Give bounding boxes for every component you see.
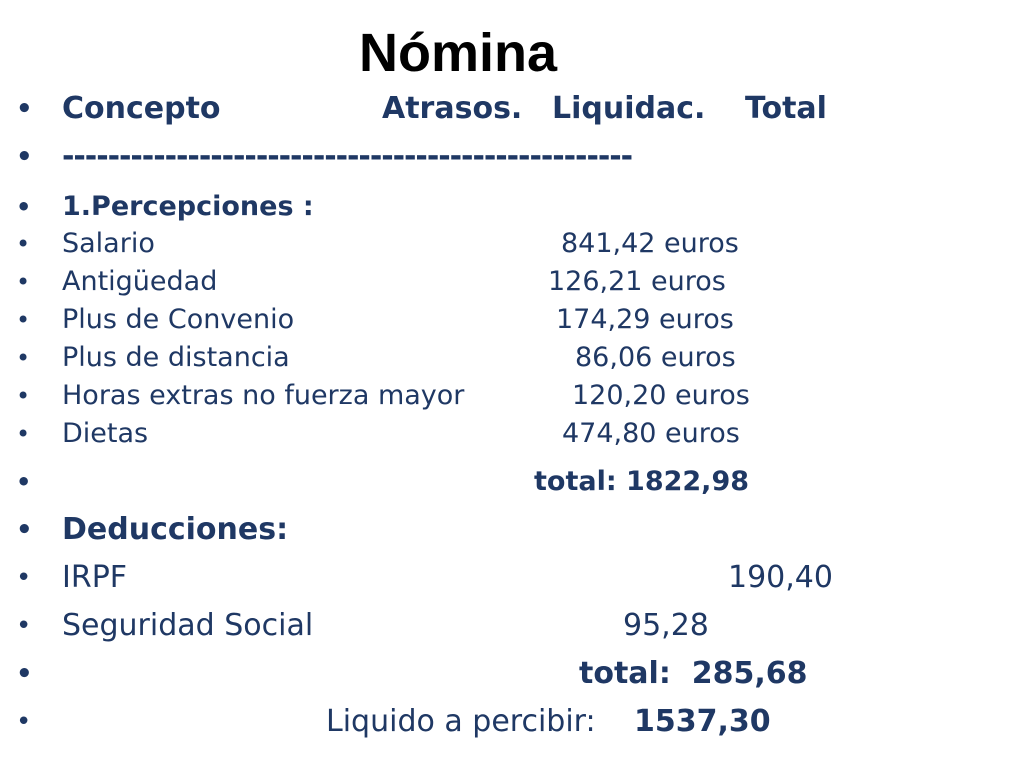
liquido-row: • Liquido a percibir: 1537,30 bbox=[0, 703, 1024, 741]
bullet: • bbox=[16, 344, 31, 372]
deduccion-concept: Seguridad Social bbox=[62, 608, 314, 643]
bullet: • bbox=[16, 563, 32, 593]
deducciones-total: total: 285,68 bbox=[579, 656, 808, 691]
percepcion-row-plus-distancia: • Plus de distancia 86,06 euros bbox=[0, 341, 1024, 375]
percepcion-concept: Antigüedad bbox=[62, 266, 218, 297]
percepcion-concept: Salario bbox=[62, 228, 155, 259]
liquido-value: 1537,30 bbox=[634, 704, 771, 739]
percepciones-heading: 1.Percepciones : bbox=[62, 191, 314, 222]
percepcion-amount: 174,29 euros bbox=[556, 304, 734, 335]
percepcion-amount: 474,80 euros bbox=[562, 418, 740, 449]
percepciones-total: total: 1822,98 bbox=[534, 466, 750, 497]
percepcion-row-plus-convenio: • Plus de Convenio 174,29 euros bbox=[0, 303, 1024, 337]
percepciones-total-row: • total: 1822,98 bbox=[0, 465, 1024, 499]
header-liquidac: Liquidac. bbox=[552, 91, 706, 126]
percepcion-row-salario: • Salario 841,42 euros bbox=[0, 227, 1024, 261]
percepcion-amount: 841,42 euros bbox=[561, 228, 739, 259]
separator-dashes: ----------------------------------------… bbox=[62, 139, 633, 174]
bullet: • bbox=[16, 420, 31, 448]
bullet: • bbox=[16, 515, 33, 545]
deducciones-total-row: • total: 285,68 bbox=[0, 655, 1024, 693]
percepcion-concept: Plus de Convenio bbox=[62, 304, 295, 335]
bullet: • bbox=[16, 659, 33, 689]
percepcion-concept: Plus de distancia bbox=[62, 342, 290, 373]
separator-row: • --------------------------------------… bbox=[0, 138, 1024, 176]
bullet: • bbox=[16, 193, 32, 221]
deducciones-heading: Deducciones: bbox=[62, 512, 289, 547]
header-atrasos: Atrasos. bbox=[382, 91, 523, 126]
deduccion-row-irpf: • IRPF 190,40 bbox=[0, 559, 1024, 597]
deduccion-row-seguridad-social: • Seguridad Social 95,28 bbox=[0, 607, 1024, 645]
percepcion-concept: Horas extras no fuerza mayor bbox=[62, 380, 465, 411]
percepcion-row-horas-extras: • Horas extras no fuerza mayor 120,20 eu… bbox=[0, 379, 1024, 413]
liquido-label: Liquido a percibir: bbox=[326, 704, 596, 739]
percepcion-amount: 120,20 euros bbox=[572, 380, 750, 411]
deduccion-amount: 190,40 bbox=[728, 560, 833, 595]
percepciones-heading-row: • 1.Percepciones : bbox=[0, 190, 1024, 224]
bullet: • bbox=[16, 306, 31, 334]
bullet: • bbox=[16, 707, 32, 737]
header-concepto: Concepto bbox=[62, 91, 221, 126]
bullet: • bbox=[16, 268, 31, 296]
bullet: • bbox=[16, 142, 33, 172]
deduccion-concept: IRPF bbox=[62, 560, 128, 595]
deduccion-amount: 95,28 bbox=[623, 608, 709, 643]
percepcion-amount: 126,21 euros bbox=[548, 266, 726, 297]
page-title: Nómina bbox=[359, 23, 558, 83]
deducciones-heading-row: • Deducciones: bbox=[0, 511, 1024, 549]
percepcion-concept: Dietas bbox=[62, 418, 149, 449]
bullet: • bbox=[16, 468, 32, 496]
bullet: • bbox=[16, 94, 33, 124]
header-total: Total bbox=[745, 91, 827, 126]
percepcion-row-dietas: • Dietas 474,80 euros bbox=[0, 417, 1024, 451]
bullet: • bbox=[16, 230, 31, 258]
bullet: • bbox=[16, 382, 31, 410]
percepcion-row-antiguedad: • Antigüedad 126,21 euros bbox=[0, 265, 1024, 299]
percepcion-amount: 86,06 euros bbox=[575, 342, 736, 373]
bullet: • bbox=[16, 611, 32, 641]
header-row: • Concepto Atrasos. Liquidac. Total bbox=[0, 90, 1024, 128]
